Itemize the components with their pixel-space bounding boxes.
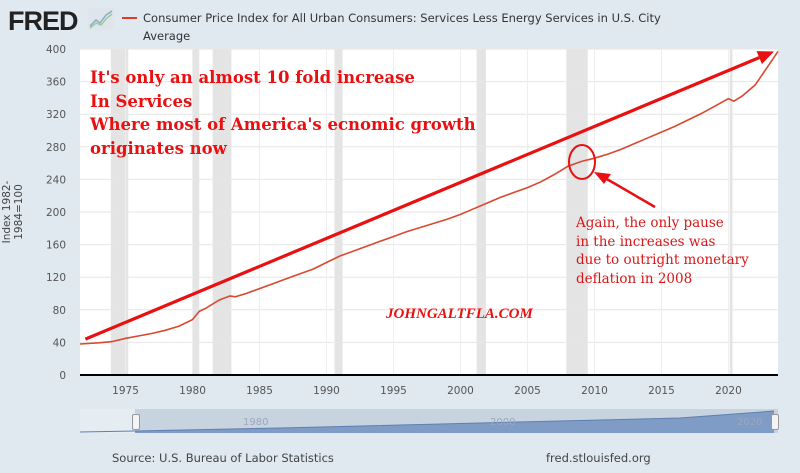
navigator-unselected xyxy=(80,409,135,433)
y-tick-label: 120 xyxy=(46,272,66,284)
navigator-label: 2000 xyxy=(490,417,516,428)
y-tick-label: 320 xyxy=(46,109,66,121)
x-tick-label: 1980 xyxy=(179,385,206,397)
series-line xyxy=(79,50,779,345)
fred-chart-icon xyxy=(88,8,114,30)
x-tick-label: 2020 xyxy=(715,385,742,397)
x-tick-label: 1975 xyxy=(112,385,139,397)
y-tick-label: 240 xyxy=(46,174,66,186)
trend-arrow-shaft xyxy=(84,56,760,341)
range-navigator[interactable] xyxy=(80,409,778,433)
pause-arrow-shaft xyxy=(604,176,656,209)
x-tick-label: 1995 xyxy=(380,385,407,397)
navigator-series xyxy=(80,410,775,433)
y-tick-label: 0 xyxy=(59,370,66,382)
navigator-label: 1980 xyxy=(243,417,269,428)
navigator-left-handle[interactable] xyxy=(132,414,140,430)
y-tick-label: 400 xyxy=(46,44,66,56)
navigator-label: 2020 xyxy=(737,417,763,428)
series-title: Consumer Price Index for All Urban Consu… xyxy=(143,11,661,43)
pause-arrow-head xyxy=(594,172,611,184)
fred-logo[interactable]: FRED xyxy=(8,6,78,36)
annotation-pause: Again, the only pause in the increases w… xyxy=(576,215,749,287)
annotation-main: It's only an almost 10 fold increase In … xyxy=(90,68,476,158)
x-tick-label: 1985 xyxy=(246,385,273,397)
navigator-right-handle[interactable] xyxy=(771,414,779,430)
y-tick-label: 280 xyxy=(46,142,66,154)
source-text: Source: U.S. Bureau of Labor Statistics xyxy=(112,451,334,465)
y-tick-label: 360 xyxy=(46,77,66,89)
site-link[interactable]: fred.stlouisfed.org xyxy=(546,451,651,465)
pause-circle xyxy=(568,144,596,180)
x-tick-label: 2000 xyxy=(447,385,474,397)
y-tick-label: 80 xyxy=(53,305,66,317)
watermark: JOHNGALTFLA.COM xyxy=(386,306,533,322)
y-tick-label: 200 xyxy=(46,207,66,219)
x-tick-label: 1990 xyxy=(313,385,340,397)
x-tick-label: 2010 xyxy=(581,385,608,397)
x-tick-label: 2015 xyxy=(648,385,675,397)
trend-arrow-head xyxy=(756,51,774,65)
y-tick-label: 40 xyxy=(53,337,66,349)
x-tick-label: 2005 xyxy=(514,385,541,397)
legend-swatch xyxy=(122,17,137,19)
y-tick-label: 160 xyxy=(46,240,66,252)
